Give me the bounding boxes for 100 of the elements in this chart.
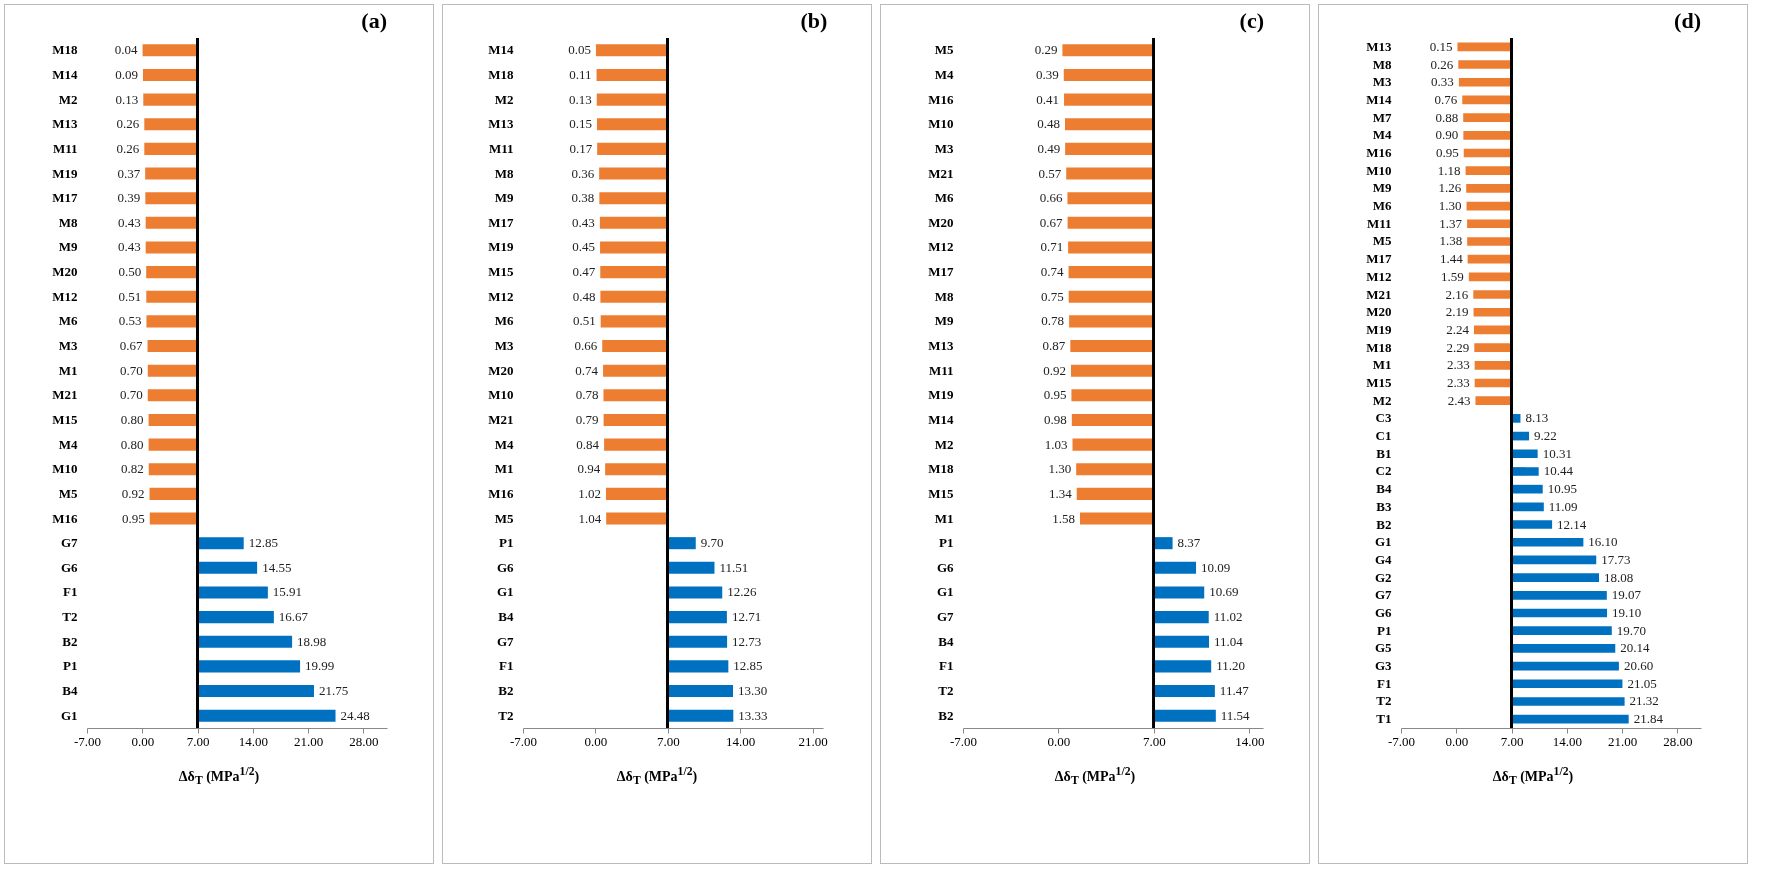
bar (148, 413, 198, 426)
data-label: 2.33 (1446, 375, 1470, 390)
y-tick-label: M14 (1366, 91, 1392, 107)
data-label: 1.58 (1051, 510, 1075, 526)
data-label: 0.92 (121, 485, 145, 501)
bar (1466, 201, 1512, 211)
y-tick-label: G5 (1374, 640, 1392, 656)
data-label: 10.09 (1200, 559, 1230, 575)
y-tick-label: M18 (927, 461, 954, 477)
y-tick-label: M6 (1372, 198, 1392, 214)
bar (149, 487, 198, 500)
y-tick-label: T2 (937, 683, 953, 699)
x-tick-label: 14.00 (1234, 733, 1264, 749)
data-label: 0.41 (1035, 91, 1059, 107)
y-tick-label: M10 (1366, 162, 1392, 178)
data-label: 0.26 (116, 140, 140, 156)
data-label: 11.02 (1213, 609, 1243, 625)
y-tick-label: M6 (58, 313, 78, 329)
y-tick-label: M8 (1372, 56, 1392, 72)
y-tick-label: B2 (1376, 516, 1392, 532)
data-label: 12.26 (726, 584, 757, 600)
x-tick-label: 21.00 (798, 733, 828, 749)
bar (197, 635, 293, 648)
data-label: 0.78 (1040, 313, 1064, 329)
y-tick-label: B2 (62, 633, 78, 649)
y-tick-label: T2 (497, 707, 513, 723)
x-axis-title: Δδ$_{T}$ (MPa$^{1/2}$) (1054, 761, 1136, 793)
bar (667, 586, 722, 599)
y-tick-label: M11 (488, 140, 513, 156)
y-tick-label: M2 (1372, 392, 1392, 408)
bar (1067, 241, 1154, 254)
data-label: 0.36 (570, 165, 595, 181)
y-tick-label: B4 (937, 633, 954, 649)
y-tick-label: M13 (927, 338, 954, 354)
x-tick-label: -7.00 (509, 733, 537, 749)
data-label: 0.92 (1042, 362, 1066, 378)
data-label: 0.76 (1434, 91, 1458, 107)
data-label: 11.20 (1215, 658, 1245, 674)
bar (1511, 714, 1629, 724)
y-tick-label: M8 (494, 165, 514, 181)
y-tick-label: G7 (936, 609, 954, 625)
data-label: 8.13 (1525, 410, 1549, 426)
y-tick-label: M9 (1372, 180, 1392, 196)
bar (599, 266, 668, 279)
data-label: 10.95 (1547, 481, 1577, 497)
y-tick-label: G7 (1374, 587, 1392, 603)
bar (667, 709, 733, 722)
data-label: 0.13 (115, 91, 139, 107)
bar (1458, 60, 1512, 69)
bar (1468, 272, 1512, 282)
x-tick-label: 28.00 (1663, 733, 1693, 749)
x-axis-title: Δδ$_{T}$ (MPa$^{1/2}$) (616, 761, 698, 793)
data-label: 0.90 (1435, 127, 1459, 143)
bar (1064, 142, 1154, 155)
bar (1070, 364, 1154, 377)
bar (197, 586, 268, 599)
y-tick-label: M1 (934, 510, 953, 526)
y-tick-label: M13 (1366, 38, 1392, 54)
y-tick-label: M17 (927, 264, 954, 280)
bar (197, 561, 258, 574)
bar (1153, 660, 1211, 673)
bar (599, 241, 668, 254)
y-tick-label: M20 (927, 214, 953, 230)
y-tick-label: M16 (52, 510, 78, 526)
x-tick-label: 21.00 (1607, 733, 1638, 749)
data-label: 2.33 (1446, 357, 1470, 373)
y-tick-label: G6 (1374, 605, 1392, 620)
data-label: 0.43 (117, 239, 141, 255)
data-label: 0.67 (1039, 214, 1063, 230)
bar (1463, 130, 1512, 140)
y-tick-label: P1 (1377, 622, 1392, 638)
y-tick-label: M4 (58, 436, 78, 452)
y-tick-label: B4 (62, 683, 78, 699)
bar (1457, 42, 1512, 52)
bar (603, 438, 668, 451)
bar (1466, 184, 1512, 193)
bar (1064, 118, 1154, 131)
data-label: 12.14 (1557, 516, 1587, 532)
data-label: 0.70 (120, 387, 143, 403)
bar (1511, 644, 1616, 653)
y-tick-label: M3 (934, 140, 954, 156)
data-label: 0.29 (1034, 42, 1057, 58)
data-label: 1.04 (577, 510, 602, 526)
y-tick-label: M10 (487, 387, 513, 403)
data-label: 1.37 (1439, 215, 1463, 231)
bar (667, 537, 696, 550)
bar (149, 512, 198, 525)
data-label: 0.17 (568, 140, 593, 156)
data-label: 0.88 (1435, 109, 1459, 125)
data-label: 0.57 (1037, 165, 1062, 181)
data-label: 0.47 (572, 264, 596, 280)
data-label: 21.32 (1629, 693, 1659, 709)
data-label: 17.73 (1601, 551, 1631, 567)
data-label: 0.50 (118, 264, 142, 280)
data-label: 19.99 (305, 658, 335, 674)
y-tick-label: M5 (934, 42, 954, 58)
y-tick-label: M11 (928, 362, 953, 378)
data-label: 12.71 (731, 609, 761, 625)
y-tick-label: B3 (1376, 498, 1392, 514)
bar (1153, 611, 1209, 624)
